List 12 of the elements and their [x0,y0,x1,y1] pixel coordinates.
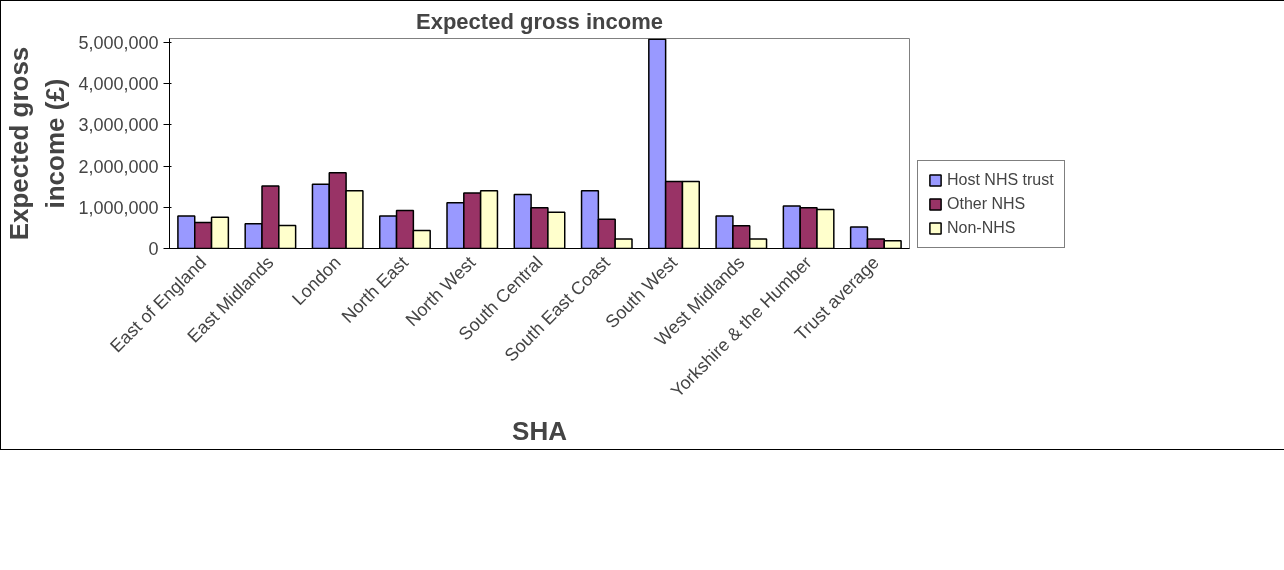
chart-title: Expected gross income [416,8,663,34]
y-tick-label: 2,000,000 [78,156,159,177]
y-tick-label: 5,000,000 [78,33,159,54]
y-tick-label: 0 [148,239,159,259]
y-tick-label: 3,000,000 [78,115,159,136]
legend-label: Host NHS trust [947,171,1054,189]
y-axis-title: Expected gross income (£) [4,46,71,241]
y-tick-label: 1,000,000 [78,197,159,218]
legend-label: Other NHS [947,195,1026,213]
x-axis-title: SHA [512,416,568,447]
legend-label: Non-NHS [947,219,1016,237]
y-tick-label: 4,000,000 [78,74,159,95]
